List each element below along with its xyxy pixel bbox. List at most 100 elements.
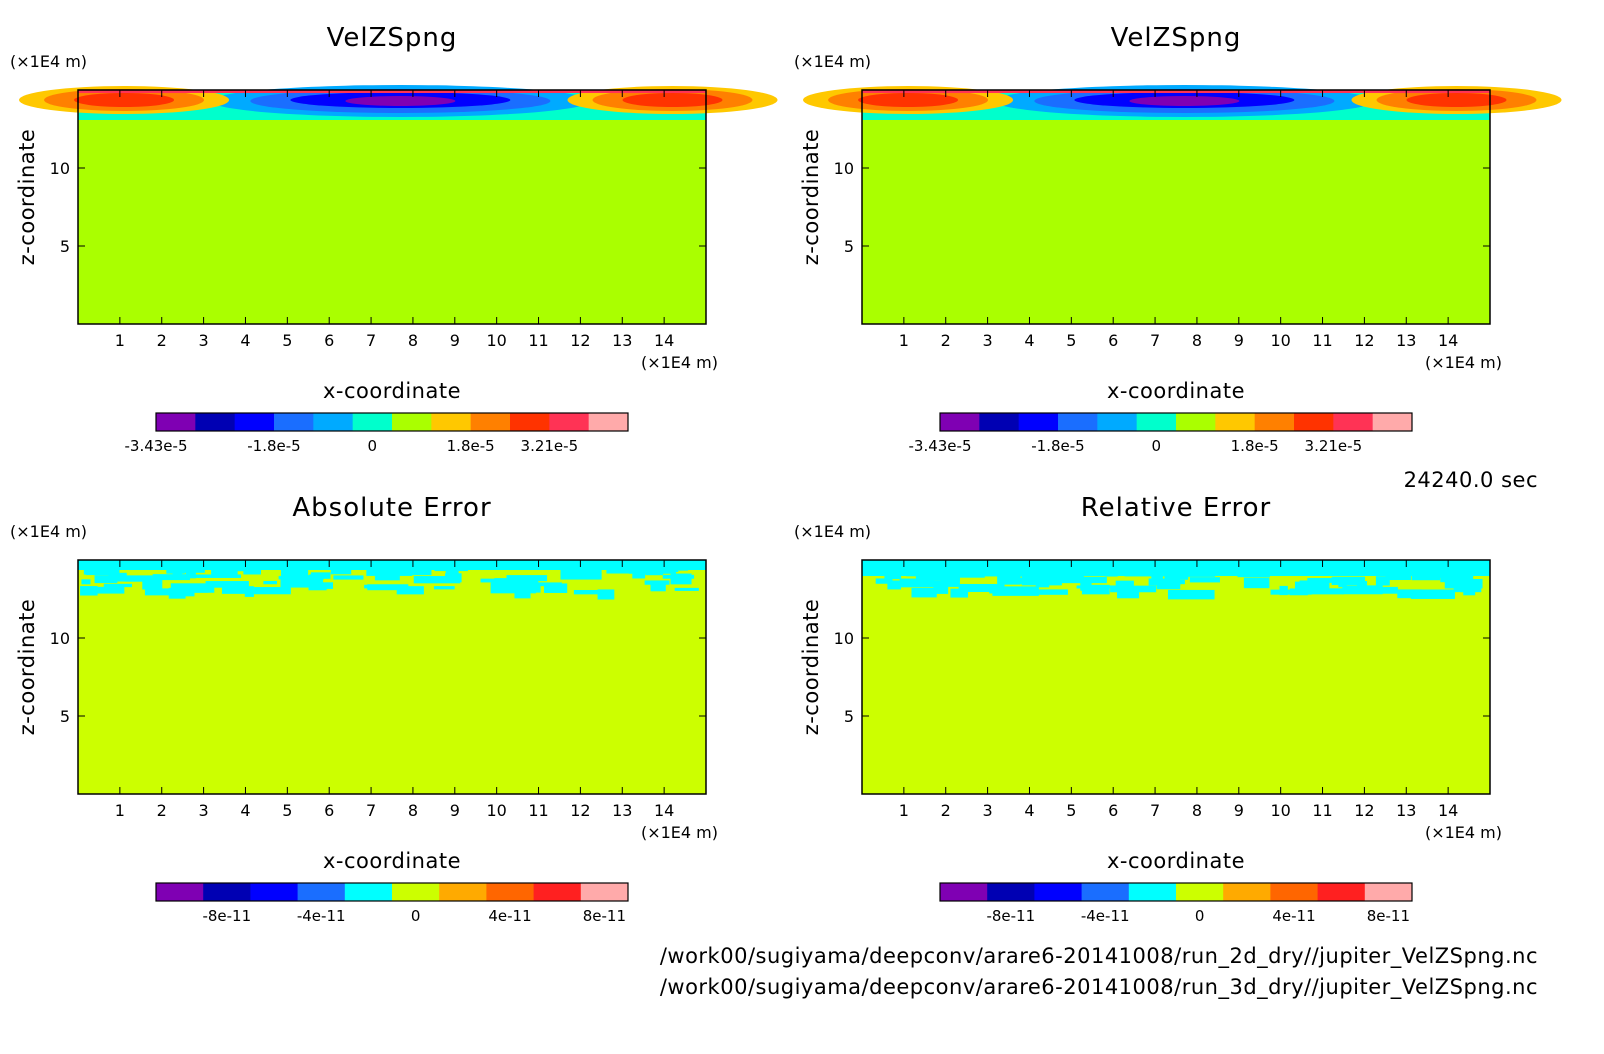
contour-noise-patch xyxy=(492,560,530,566)
contour-noise-patch xyxy=(1061,576,1107,584)
colorbar-tick-label: 8e-11 xyxy=(583,907,626,925)
x-tick-label: 11 xyxy=(528,801,548,820)
contour-noise-patch xyxy=(1397,589,1422,599)
contour-noise-patch xyxy=(168,587,186,599)
contour-noise-patch xyxy=(1425,561,1467,572)
x-unit-label: (×1E4 m) xyxy=(641,823,718,842)
contour-noise-patch xyxy=(409,568,432,576)
x-tick-label: 11 xyxy=(1312,331,1332,350)
colorbar-tick-label: 0 xyxy=(1195,907,1205,925)
contour-noise-patch xyxy=(413,576,461,584)
colorbar-swatch xyxy=(588,413,629,431)
contour-noise-patch xyxy=(537,582,562,587)
contour-noise-patch xyxy=(179,565,205,573)
colorbar-swatch xyxy=(533,883,582,901)
colorbar-swatch xyxy=(439,883,487,901)
contour-noise-patch xyxy=(81,586,125,594)
contour-noise-patch xyxy=(562,561,597,567)
contour-noise-patch xyxy=(940,577,960,587)
contour-noise-patch xyxy=(1440,575,1474,583)
y-axis-label: z-coordinate xyxy=(15,599,39,736)
colorbar-swatch xyxy=(1372,413,1413,431)
colorbar-swatch xyxy=(549,413,590,431)
contour-noise-patch xyxy=(1072,565,1111,577)
contour-minimum xyxy=(345,96,456,106)
colorbar-swatch xyxy=(1270,883,1319,901)
colorbar-tick-label: -8e-11 xyxy=(202,907,251,925)
contour-noise-patch xyxy=(924,580,946,586)
contour-noise-patch xyxy=(247,563,294,569)
colorbar-swatch xyxy=(1215,413,1256,431)
contour-noise-patch xyxy=(670,573,692,585)
contour-noise-patch xyxy=(103,583,133,588)
contour-noise-patch xyxy=(166,567,185,574)
contour-noise-patch xyxy=(1110,585,1157,593)
x-tick-label: 1 xyxy=(115,331,125,350)
colorbar: -3.43e-5 -1.8e-5 0 1.8e-5 3.21e-5 xyxy=(125,412,629,455)
x-tick-label: 12 xyxy=(1354,801,1374,820)
x-tick-label: 5 xyxy=(1066,331,1076,350)
contour-noise-patch xyxy=(950,588,969,598)
plot-frame xyxy=(861,89,1491,325)
x-tick-label: 4 xyxy=(240,331,250,350)
colorbar-swatch xyxy=(392,883,440,901)
x-tick-label: 11 xyxy=(528,331,548,350)
contour-noise-patch xyxy=(205,581,249,588)
contour-maximum xyxy=(1406,93,1507,107)
colorbar-swatch xyxy=(1136,413,1177,431)
colorbar-swatch xyxy=(940,413,980,431)
chart-panel-3: Absolute Error(×1E4 m)1 2 3 4 5 6 7 8 9 10 11 12 13 1… xyxy=(10,493,718,925)
x-tick-label: 3 xyxy=(199,801,209,820)
colorbar-swatch xyxy=(344,883,393,901)
y-tick-label: 5 xyxy=(844,707,854,726)
colorbar-frame xyxy=(939,412,1413,432)
x-tick-label: 14 xyxy=(654,801,674,820)
contour-noise-patch xyxy=(1307,577,1347,583)
x-tick-label: 2 xyxy=(941,331,951,350)
colorbar-tick-label: 0 xyxy=(1152,437,1162,455)
colorbar-tick-label: -3.43e-5 xyxy=(909,437,972,455)
contour-noise-patch xyxy=(1387,561,1435,569)
colorbar-swatch xyxy=(1034,883,1083,901)
contour-noise-patch xyxy=(244,586,254,597)
contour-noise-patch xyxy=(1035,563,1071,568)
contour-noise-patch xyxy=(1410,589,1455,599)
x-unit-label: (×1E4 m) xyxy=(641,353,718,372)
x-tick-label: 8 xyxy=(408,801,418,820)
x-tick-label: 5 xyxy=(1066,801,1076,820)
colorbar-swatch xyxy=(156,883,204,901)
chart-panel-4: Relative Error(×1E4 m)1 2 3 4 5 6 7 8 9 10 11 12 13 1… xyxy=(794,493,1502,925)
colorbar-swatch xyxy=(510,413,550,431)
x-tick-label: 14 xyxy=(1438,331,1458,350)
contour-noise-patch xyxy=(506,575,548,582)
contour-noise-patch xyxy=(994,565,1032,574)
plot-area xyxy=(78,90,706,324)
colorbar-swatch xyxy=(1097,413,1138,431)
x-tick-label: 1 xyxy=(115,801,125,820)
contour-noise-patch xyxy=(1156,581,1181,590)
contour-noise-patch xyxy=(911,587,937,598)
colorbar-swatch xyxy=(392,413,432,431)
x-tick-label: 1 xyxy=(899,331,909,350)
colorbar-frame xyxy=(939,882,1413,902)
contour-noise-patch xyxy=(1477,565,1487,569)
x-tick-label: 3 xyxy=(983,801,993,820)
contour-noise-patch xyxy=(532,582,541,593)
contour-noise-patch xyxy=(884,569,902,580)
contour-noise-patch xyxy=(644,580,670,585)
contour-maximum xyxy=(858,93,959,107)
contour-noise-patch xyxy=(650,583,666,592)
contour-noise-patch xyxy=(1243,577,1270,589)
plot-area xyxy=(862,90,1490,324)
x-tick-label: 9 xyxy=(1234,331,1244,350)
x-tick-label: 4 xyxy=(240,801,250,820)
colorbar-swatch xyxy=(234,413,275,431)
y-tick-label: 10 xyxy=(50,159,70,178)
contour-noise-patch xyxy=(569,572,586,579)
contour-noise-patch xyxy=(81,560,129,567)
x-tick-label: 4 xyxy=(1024,331,1034,350)
x-axis-label: x-coordinate xyxy=(323,379,461,403)
colorbar-tick-label: 0 xyxy=(411,907,421,925)
contour-noise-patch xyxy=(623,570,644,574)
x-tick-label: 3 xyxy=(983,331,993,350)
